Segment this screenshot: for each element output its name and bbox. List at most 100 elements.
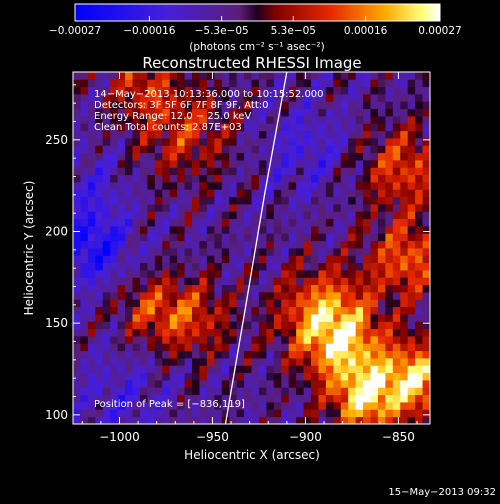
heatmap-cell — [221, 292, 230, 300]
heatmap-cell — [177, 299, 185, 308]
heatmap-cell — [251, 211, 260, 220]
heatmap-cell — [192, 226, 200, 234]
heatmap-cell — [132, 101, 141, 110]
heatmap-cell — [385, 409, 394, 418]
heatmap-cell — [87, 365, 96, 374]
heatmap-cell — [132, 387, 141, 396]
heatmap-cell — [273, 152, 282, 161]
heatmap-cell — [154, 189, 163, 198]
heatmap-cell — [377, 358, 386, 366]
heatmap-cell — [132, 94, 141, 102]
heatmap-cell — [184, 270, 193, 278]
heatmap-cell — [355, 94, 364, 102]
heatmap-cell — [110, 79, 119, 88]
heatmap-cell — [363, 160, 371, 168]
heatmap-cell — [333, 108, 342, 117]
heatmap-cell — [177, 94, 185, 102]
heatmap-cell — [400, 336, 409, 344]
heatmap-cell — [258, 189, 267, 198]
heatmap-cell — [377, 138, 386, 146]
heatmap-cell — [87, 380, 96, 388]
heatmap-cell — [363, 226, 371, 234]
heatmap-cell — [407, 138, 416, 146]
heatmap-cell — [311, 152, 319, 161]
heatmap-cell — [192, 358, 200, 366]
heatmap-cell — [392, 416, 401, 424]
heatmap-cell — [363, 299, 371, 308]
heatmap-cell — [87, 108, 96, 117]
heatmap-cell — [407, 299, 416, 308]
heatmap-cell — [110, 394, 119, 403]
heatmap-cell — [102, 72, 111, 80]
heatmap-cell — [266, 321, 275, 330]
heatmap-cell — [87, 116, 96, 124]
heatmap-cell — [251, 218, 260, 227]
heatmap-cell — [288, 196, 297, 205]
heatmap-cell — [229, 248, 238, 256]
heatmap-cell — [303, 138, 312, 146]
heatmap-cell — [288, 365, 297, 374]
heatmap-cell — [177, 189, 185, 198]
heatmap-cell — [296, 101, 304, 110]
heatmap-cell — [251, 152, 260, 161]
heatmap-cell — [258, 182, 267, 190]
heatmap-cell — [377, 182, 386, 190]
heatmap-cell — [139, 248, 148, 256]
heatmap-cell — [288, 336, 297, 344]
heatmap-cell — [139, 94, 148, 102]
heatmap-cell — [318, 255, 327, 264]
heatmap-cell — [325, 328, 334, 337]
heatmap-cell — [162, 101, 171, 110]
heatmap-cell — [266, 336, 275, 344]
heatmap-cell — [296, 145, 304, 154]
heatmap-cell — [377, 226, 386, 234]
heatmap-cell — [229, 204, 238, 212]
heatmap-cell — [206, 233, 215, 242]
heatmap-cell — [325, 174, 334, 183]
heatmap-cell — [244, 416, 252, 424]
heatmap-cell — [192, 306, 200, 315]
heatmap-cell — [244, 350, 252, 359]
heatmap-cell — [229, 365, 238, 374]
heatmap-cell — [229, 182, 238, 190]
heatmap-cell — [177, 358, 185, 366]
heatmap-cell — [236, 284, 245, 293]
heatmap-cell — [221, 72, 230, 80]
heatmap-cell — [266, 116, 275, 124]
heatmap-cell — [407, 86, 416, 95]
heatmap-cell — [102, 358, 111, 366]
heatmap-cell — [117, 240, 126, 249]
heatmap-cell — [184, 387, 193, 396]
heatmap-cell — [229, 306, 238, 315]
heatmap-cell — [132, 255, 141, 264]
heatmap-cell — [273, 292, 282, 300]
heatmap-cell — [147, 86, 156, 95]
heatmap-cell — [325, 72, 334, 80]
heatmap-cell — [422, 72, 430, 80]
heatmap-cell — [221, 189, 230, 198]
heatmap-cell — [407, 284, 416, 293]
heatmap-cell — [192, 196, 200, 205]
heatmap-cell — [147, 233, 156, 242]
heatmap-cell — [192, 277, 200, 286]
heatmap-cell — [415, 314, 423, 322]
heatmap-cell — [400, 174, 409, 183]
heatmap-cell — [154, 160, 163, 168]
heatmap-cell — [102, 336, 111, 344]
heatmap-cell — [333, 218, 342, 227]
heatmap-cell — [422, 108, 430, 117]
heatmap-cell — [177, 108, 185, 117]
heatmap-cell — [110, 138, 119, 146]
heatmap-cell — [311, 372, 319, 381]
heatmap-cell — [303, 255, 312, 264]
heatmap-cell — [251, 343, 260, 352]
heatmap-cell — [117, 380, 126, 388]
heatmap-cell — [132, 321, 141, 330]
heatmap-cell — [377, 72, 386, 80]
heatmap-cell — [162, 160, 171, 168]
heatmap-cell — [206, 218, 215, 227]
heatmap-cell — [273, 79, 282, 88]
heatmap-cell — [392, 299, 401, 308]
heatmap-cell — [288, 204, 297, 212]
heatmap-cell — [177, 196, 185, 205]
